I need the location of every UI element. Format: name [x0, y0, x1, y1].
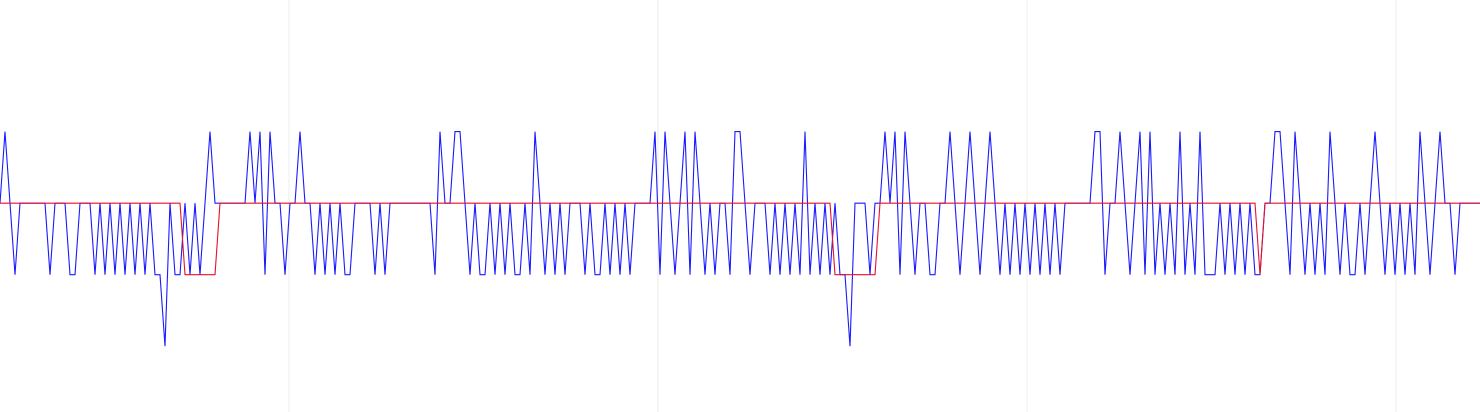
series-line — [0, 202, 1480, 276]
series-line — [0, 131, 1480, 347]
